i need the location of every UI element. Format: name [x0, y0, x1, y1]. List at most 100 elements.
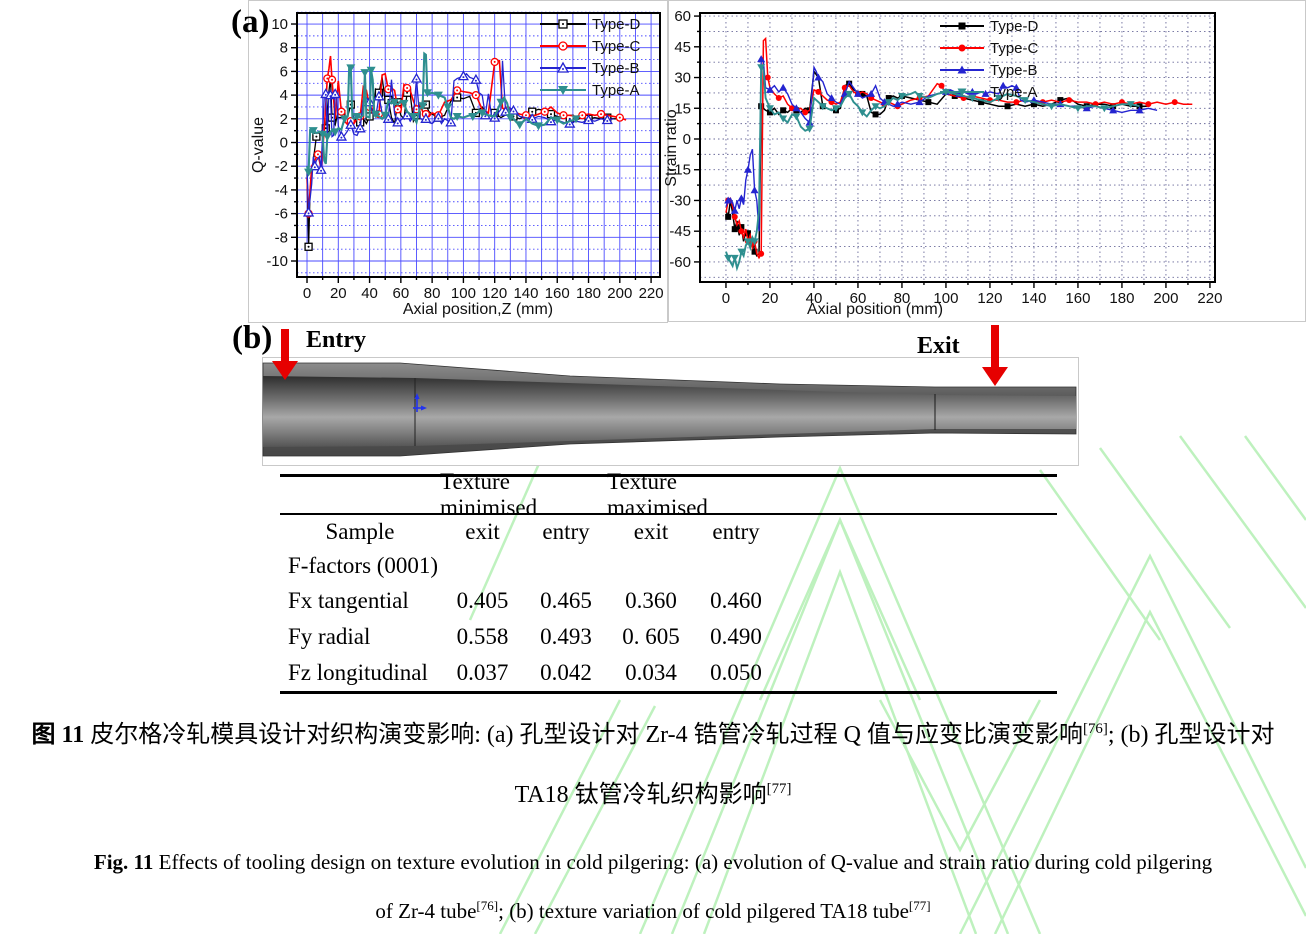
col-header-exit-1: exit [465, 519, 500, 544]
svg-text:160: 160 [545, 285, 570, 302]
svg-text:-4: -4 [275, 182, 288, 199]
gridlines [700, 13, 1215, 282]
svg-text:2: 2 [280, 111, 288, 128]
caption-en-fig-no: Fig. 11 [93, 850, 154, 874]
svg-text:100: 100 [933, 290, 958, 307]
svg-text:160: 160 [1065, 290, 1090, 307]
exit-arrow-head [982, 367, 1008, 386]
legend-label-Type-A: Type-A [990, 84, 1038, 101]
tube-bore [263, 376, 1076, 447]
svg-text:60: 60 [674, 8, 691, 25]
axis-titles: Axial position (mm) Strain ratio [663, 109, 943, 318]
fx-value: 0.405 [456, 588, 509, 613]
col-header-entry-1: entry [542, 519, 590, 544]
reference-77: [77] [908, 898, 931, 913]
svg-text:40: 40 [806, 290, 823, 307]
svg-text:-10: -10 [266, 253, 288, 270]
svg-text:220: 220 [1197, 290, 1222, 307]
svg-text:45: 45 [674, 39, 691, 56]
svg-text:120: 120 [482, 285, 507, 302]
reference-76: [76] [1083, 721, 1108, 737]
fy-value: 0.558 [456, 624, 509, 649]
texture-table: Texture minimised Texture maximised Samp… [280, 469, 1057, 694]
svg-text:4: 4 [280, 87, 288, 104]
caption-cn-fig-no: 图 11 [31, 722, 85, 748]
svg-text:60: 60 [393, 285, 410, 302]
exit-arrow [991, 325, 999, 368]
row-label-f-factors: F-factors (0001) [288, 553, 439, 578]
group-header-minimised: Texture minimised [440, 469, 607, 520]
caption-en-line2: of Zr-4 tube[76]; (b) texture variation … [375, 898, 931, 923]
series-Type-B-markers [302, 70, 613, 217]
svg-text:180: 180 [576, 285, 601, 302]
svg-text:60: 60 [850, 290, 867, 307]
legend-label-Type-D: Type-D [592, 16, 641, 33]
fz-value: 0.034 [625, 660, 677, 685]
svg-text:80: 80 [894, 290, 911, 307]
svg-text:-8: -8 [275, 229, 288, 246]
svg-text:0: 0 [303, 285, 311, 302]
caption-cn-line1: 图 11 皮尔格冷轧模具设计对织构演变影响: (a) 孔型设计对 Zr-4 锆管… [31, 721, 1275, 748]
coordinate-triad-icon [413, 393, 427, 412]
legend-label-Type-B: Type-B [592, 60, 640, 77]
svg-text:140: 140 [513, 285, 538, 302]
svg-text:Axial position (mm): Axial position (mm) [807, 301, 943, 318]
reference-77: [77] [766, 781, 792, 797]
col-header-entry-2: entry [712, 519, 760, 544]
svg-text:220: 220 [639, 285, 664, 302]
group-header-maximised: Texture maximised [607, 469, 777, 520]
svg-text:Strain ratio: Strain ratio [663, 109, 680, 186]
table-corner-cell [280, 477, 440, 515]
svg-text:-6: -6 [275, 206, 288, 223]
legend-label-Type-A: Type-A [592, 82, 640, 99]
svg-text:0: 0 [722, 290, 730, 307]
svg-text:30: 30 [674, 70, 691, 87]
svg-text:-45: -45 [669, 223, 691, 240]
svg-text:-15: -15 [669, 162, 691, 179]
axis-ticks [694, 15, 1211, 288]
svg-text:Q-value: Q-value [250, 117, 267, 173]
fy-value: 0.493 [540, 624, 592, 649]
axis-titles: Axial position,Z (mm) Q-value [250, 117, 553, 318]
svg-text:100: 100 [451, 285, 476, 302]
legend-label-Type-C: Type-C [592, 38, 641, 55]
svg-text:-60: -60 [669, 254, 691, 271]
legend-label-Type-D: Type-D [990, 18, 1039, 35]
fx-value: 0.465 [540, 588, 592, 613]
series-Type-B-markers [724, 55, 1144, 214]
panel-b-label: (b) [232, 320, 273, 356]
exit-label: Exit [917, 333, 960, 359]
legend: Type-D Type-C Type-B Type-A [540, 16, 641, 99]
fx-value: 0.360 [625, 588, 677, 613]
fx-value: 0.460 [710, 588, 762, 613]
svg-text:6: 6 [280, 63, 288, 80]
row-label-fy: Fy radial [288, 624, 371, 649]
series-Type-A-markers [724, 64, 1135, 262]
col-header-exit-2: exit [633, 519, 669, 544]
legend: Type-D Type-C Type-B Type-A [940, 18, 1039, 101]
fy-value: 0.490 [710, 624, 762, 649]
svg-text:200: 200 [1153, 290, 1178, 307]
axis-ticks [291, 23, 652, 283]
svg-text:140: 140 [1021, 290, 1046, 307]
entry-arrow-head [272, 361, 298, 380]
col-header-sample: Sample [325, 519, 395, 544]
tube-illustration [262, 362, 1077, 457]
legend-label-Type-B: Type-B [990, 62, 1038, 79]
panel-a-label: (a) [231, 4, 270, 40]
row-label-fz: Fz longitudinal [288, 660, 428, 685]
legend-label-Type-C: Type-C [990, 40, 1039, 57]
svg-text:8: 8 [280, 40, 288, 57]
axis-tick-labels: 0 20 40 60 80 100 120 140 160 180 200 220 -60 -45 -30 -… [669, 8, 1222, 307]
svg-text:10: 10 [271, 16, 288, 33]
fy-value: 0. 605 [622, 624, 680, 649]
caption-en-line1: Fig. 11 Effects of tooling design on tex… [93, 850, 1213, 874]
svg-text:120: 120 [977, 290, 1002, 307]
reference-76: [76] [476, 898, 499, 913]
table-spacer [777, 477, 1057, 515]
axis-tick-labels: 0 20 40 60 80 100 120 140 160 180 200 220-10-8-6-4-… [266, 16, 663, 302]
svg-text:200: 200 [607, 285, 632, 302]
svg-text:40: 40 [361, 285, 378, 302]
